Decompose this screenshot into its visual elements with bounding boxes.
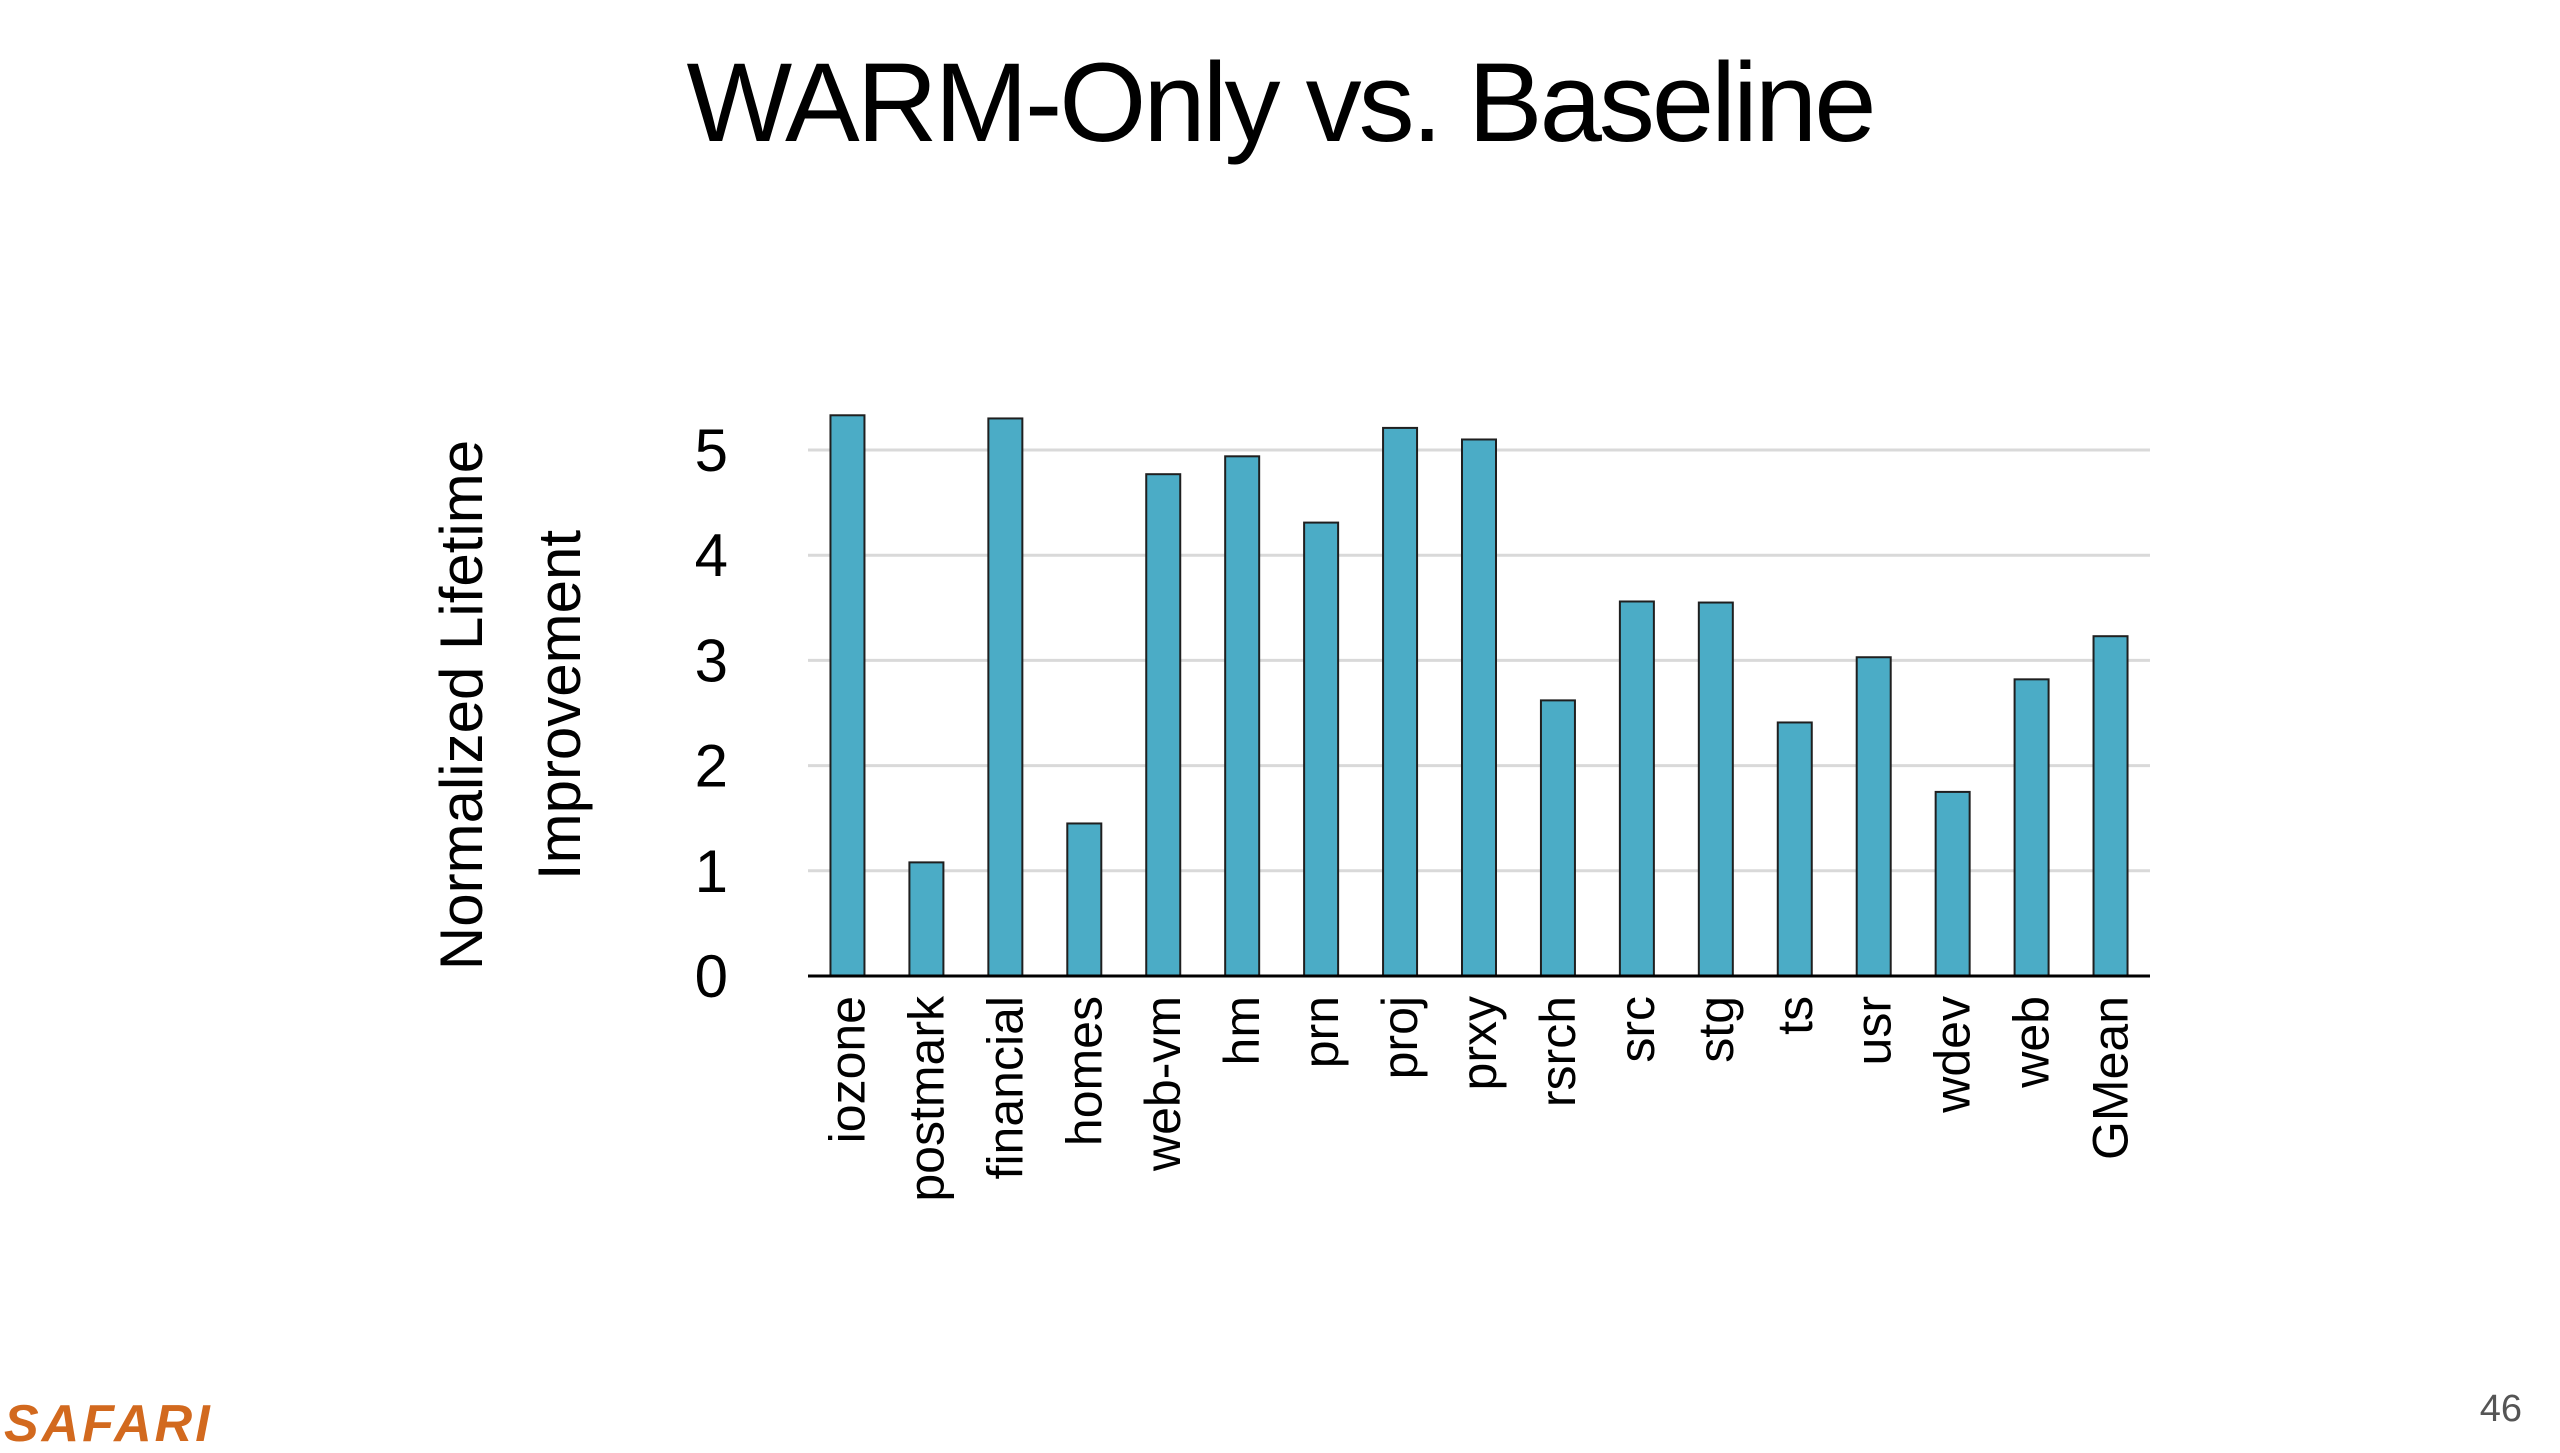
x-tick-label: postmark bbox=[898, 995, 954, 1202]
bar-web bbox=[2013, 678, 2050, 977]
bar-ts bbox=[1776, 721, 1813, 978]
y-tick-label: 1 bbox=[695, 838, 728, 905]
y-tick-label: 4 bbox=[695, 522, 728, 589]
bar-proj bbox=[1382, 426, 1419, 977]
bar-wdev bbox=[1934, 790, 1971, 978]
x-tick-label: financial bbox=[977, 996, 1033, 1179]
bar-iozone bbox=[829, 414, 866, 977]
x-tick-label: proj bbox=[1372, 996, 1428, 1079]
bar-financial bbox=[987, 417, 1024, 977]
x-tick-label: ts bbox=[1767, 996, 1823, 1035]
y-tick-labels: 0 1 2 3 4 5 bbox=[695, 417, 728, 1010]
bar-homes bbox=[1066, 822, 1103, 978]
bar-GMean bbox=[2092, 635, 2129, 977]
bar-web-vm bbox=[1145, 473, 1182, 977]
x-tick-label: wdev bbox=[1925, 996, 1981, 1114]
x-tick-label: hm bbox=[1214, 996, 1270, 1065]
bar-src bbox=[1618, 600, 1655, 977]
x-tick-label: prxy bbox=[1451, 996, 1507, 1090]
safari-logo: SAFARI bbox=[4, 1395, 213, 1453]
bar-postmark bbox=[908, 861, 945, 977]
x-tick-label: homes bbox=[1056, 996, 1112, 1146]
bar-stg bbox=[1697, 601, 1734, 977]
y-tick-label: 5 bbox=[695, 417, 728, 484]
x-tick-label: GMean bbox=[2083, 996, 2139, 1160]
y-tick-label: 0 bbox=[695, 943, 728, 1010]
slide-title: WARM-Only vs. Baseline bbox=[686, 40, 1877, 165]
bar-usr bbox=[1855, 656, 1892, 978]
bar-hm bbox=[1224, 455, 1261, 977]
x-tick-label: iozone bbox=[819, 996, 875, 1143]
bar-rsrch bbox=[1539, 699, 1576, 977]
y-axis-label-line-1: Normalized Lifetime bbox=[428, 440, 495, 970]
x-tick-label: rsrch bbox=[1530, 996, 1586, 1107]
bar-prxy bbox=[1461, 438, 1497, 978]
x-tick-label: prn bbox=[1293, 996, 1349, 1068]
x-tick-label: src bbox=[1609, 996, 1665, 1063]
y-tick-label: 2 bbox=[695, 733, 728, 800]
y-tick-label: 3 bbox=[695, 627, 728, 694]
x-tick-label: web bbox=[2004, 996, 2060, 1089]
x-tick-labels: iozone postmark financial homes web-vm hm prn p… bbox=[819, 995, 2138, 1202]
bar-prn bbox=[1303, 521, 1340, 977]
y-axis-label-line-2: Improvement bbox=[526, 530, 593, 880]
x-tick-label: usr bbox=[1846, 996, 1902, 1065]
page-number: 46 bbox=[2479, 1388, 2522, 1430]
bars bbox=[829, 414, 2129, 978]
x-tick-label: web-vm bbox=[1135, 996, 1191, 1172]
x-tick-label: stg bbox=[1688, 996, 1744, 1063]
